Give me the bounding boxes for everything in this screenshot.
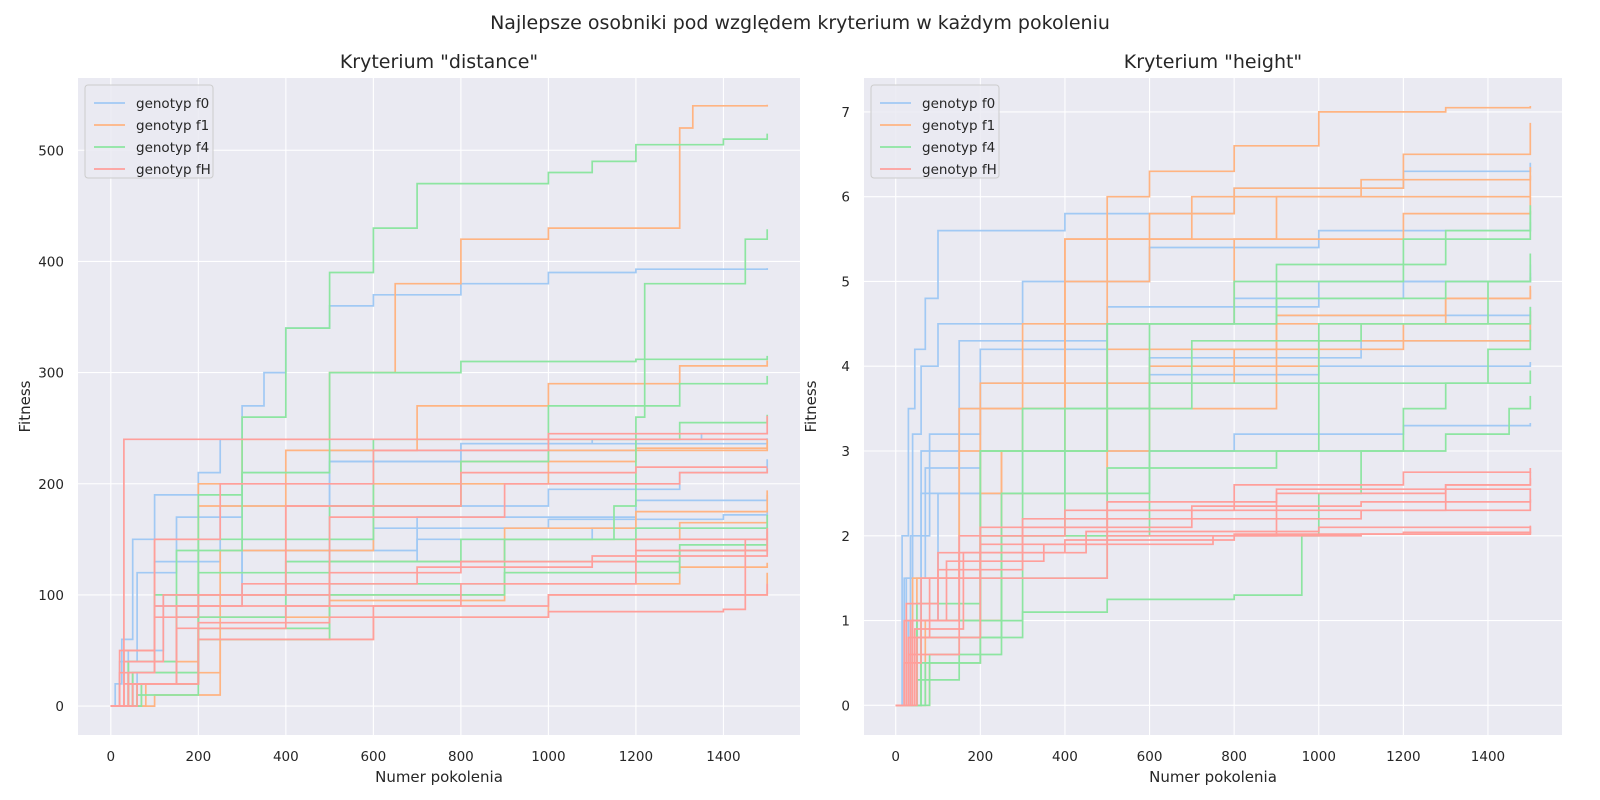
legend-label-f0: genotyp f0 — [136, 96, 209, 112]
y-tick-label: 7 — [841, 105, 850, 121]
y-axis-label: Fitness — [802, 380, 820, 432]
chart-title: Kryterium "distance" — [340, 51, 538, 73]
chart-panel-1: 0 200 400 600 800 1000 1200 1400 0 100 200 300 400 50… — [16, 51, 800, 786]
legend-label-f4: genotyp f4 — [922, 140, 995, 156]
chart-panel-2: 0 200 400 600 800 1000 1200 1400 0 1 2 3 4 5 6 7 Kryteri… — [802, 51, 1562, 786]
legend-box — [870, 84, 1000, 179]
series-line-fH-run-6 — [110, 415, 769, 707]
chart-title: Kryterium "height" — [1124, 51, 1302, 73]
y-tick-label: 0 — [55, 699, 64, 715]
x-tick-label: 1000 — [531, 749, 565, 765]
y-tick-label: 400 — [38, 254, 64, 270]
legend-box — [84, 84, 214, 179]
series-line-fH-run-7 — [110, 466, 768, 707]
series-line-fH-run-7 — [895, 472, 1532, 707]
legend-label-f1: genotyp f1 — [922, 118, 995, 134]
series-line-fH-run-9 — [895, 526, 1532, 707]
y-tick-label: 200 — [38, 477, 64, 493]
x-tick-label: 600 — [360, 749, 386, 765]
x-axis-label: Numer pokolenia — [375, 768, 503, 786]
x-tick-label: 400 — [273, 749, 299, 765]
series-line-fH-run-8 — [895, 489, 1532, 707]
x-tick-label: 0 — [107, 749, 116, 765]
legend-label-fH: genotyp fH — [136, 162, 211, 178]
x-tick-label: 1200 — [619, 749, 653, 765]
legend: genotyp f0 genotyp f1 genotyp f4 genotyp fH — [870, 84, 1000, 179]
x-tick-label: 1200 — [1386, 749, 1420, 765]
y-axis-label: Fitness — [16, 380, 34, 432]
legend-label-f1: genotyp f1 — [136, 118, 209, 134]
x-tick-label: 400 — [1052, 749, 1078, 765]
legend-label-f4: genotyp f4 — [136, 140, 209, 156]
y-tick-label: 3 — [841, 444, 850, 460]
x-axis-label: Numer pokolenia — [1149, 768, 1277, 786]
legend: genotyp f0 genotyp f1 genotyp f4 genotyp fH — [84, 84, 214, 179]
x-tick-label: 1400 — [706, 749, 740, 765]
series-line-f1-run-7 — [895, 196, 1532, 707]
y-tick-label: 300 — [38, 366, 64, 382]
series-line-f0-run-1 — [110, 268, 769, 707]
legend-label-f0: genotyp f0 — [922, 96, 995, 112]
series-line-fH-run-5 — [110, 550, 769, 707]
y-tick-label: 1 — [841, 614, 850, 630]
series-line-fH-run-9 — [110, 468, 769, 707]
y-tick-label: 4 — [841, 359, 850, 375]
x-tick-label: 200 — [967, 749, 993, 765]
x-tick-label: 200 — [185, 749, 211, 765]
series-line-fH-run-8 — [110, 583, 769, 707]
y-tick-label: 6 — [841, 190, 850, 206]
y-tick-label: 2 — [841, 529, 850, 545]
series-line-fH-run-4 — [895, 499, 1532, 707]
x-tick-label: 1400 — [1471, 749, 1505, 765]
figure-title: Najlepsze osobniki pod względem kryteriu… — [490, 12, 1110, 34]
x-tick-label: 800 — [1221, 749, 1247, 765]
y-tick-label: 0 — [841, 698, 850, 714]
x-tick-label: 600 — [1137, 749, 1163, 765]
x-tick-label: 0 — [891, 749, 900, 765]
y-tick-label: 500 — [38, 143, 64, 159]
series-line-f1-run-3 — [895, 167, 1532, 707]
y-tick-label: 100 — [38, 588, 64, 604]
x-tick-label: 800 — [448, 749, 474, 765]
x-tick-label: 1000 — [1302, 749, 1336, 765]
series-line-f4-run-5 — [895, 395, 1532, 707]
y-tick-label: 5 — [841, 274, 850, 290]
legend-label-fH: genotyp fH — [922, 162, 997, 178]
